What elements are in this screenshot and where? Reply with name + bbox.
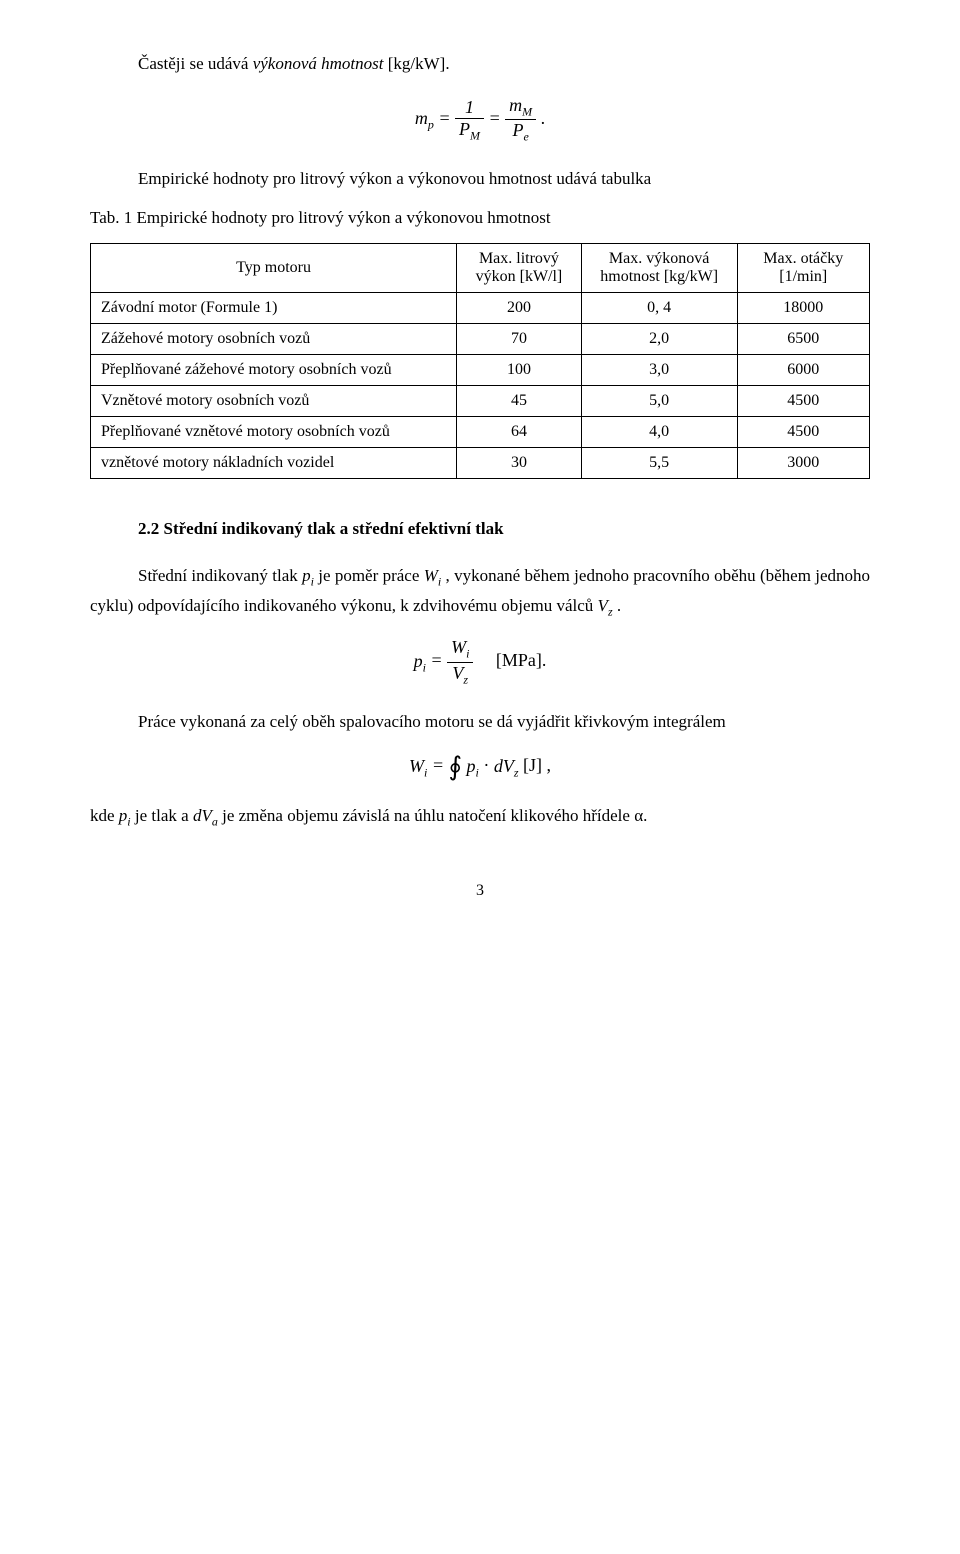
col-rpm: Max. otáčky [1/min] xyxy=(737,243,869,292)
section-2-2-title: 2.2 Střední indikovaný tlak a střední ef… xyxy=(90,515,870,544)
table-row: Závodní motor (Formule 1) 200 0, 4 18000 xyxy=(91,292,870,323)
table-row: Vznětové motory osobních vozů 45 5,0 450… xyxy=(91,385,870,416)
frac-pi: Wi Vz xyxy=(447,637,473,687)
intro-em: výkonová hmotnost xyxy=(253,54,384,73)
col-power: Max. litrový výkon [kW/l] xyxy=(457,243,582,292)
frac-2: mM Pe xyxy=(505,95,536,145)
table-row: vznětové motory nákladních vozidel 30 5,… xyxy=(91,447,870,478)
engine-table: Typ motoru Max. litrový výkon [kW/l] Max… xyxy=(90,243,870,479)
formula-wi: Wi = ∮ pi · dVz [J] , xyxy=(90,752,870,782)
intro-tail: [kg/kW]. xyxy=(384,54,450,73)
line-empir: Empirické hodnoty pro litrový výkon a vý… xyxy=(90,165,870,194)
table-row: Přeplňované zážehové motory osobních voz… xyxy=(91,354,870,385)
formula-mp: mp = 1 PM = mM Pe . xyxy=(90,95,870,145)
mp-lhs: mp xyxy=(415,108,434,128)
col-type: Typ motoru xyxy=(91,243,457,292)
intro-a: Častěji se udává xyxy=(138,54,253,73)
para-pi: Střední indikovaný tlak pi je poměr prác… xyxy=(90,562,870,622)
page-number: 3 xyxy=(90,882,870,900)
col-mass: Max. výkonová hmotnost [kg/kW] xyxy=(581,243,737,292)
table-row: Přeplňované vznětové motory osobních voz… xyxy=(91,416,870,447)
line-kde: kde pi je tlak a dVa je změna objemu záv… xyxy=(90,802,870,832)
frac-1: 1 PM xyxy=(455,97,484,144)
oint-icon: ∮ xyxy=(448,752,462,781)
line-integral: Práce vykonaná za celý oběh spalovacího … xyxy=(90,708,870,737)
table-header-row: Typ motoru Max. litrový výkon [kW/l] Max… xyxy=(91,243,870,292)
table-caption: Tab. 1 Empirické hodnoty pro litrový výk… xyxy=(90,204,870,233)
intro-line: Častěji se udává výkonová hmotnost [kg/k… xyxy=(90,50,870,79)
table-row: Zážehové motory osobních vozů 70 2,0 650… xyxy=(91,323,870,354)
formula-pi: pi = Wi Vz [MPa]. xyxy=(90,637,870,687)
